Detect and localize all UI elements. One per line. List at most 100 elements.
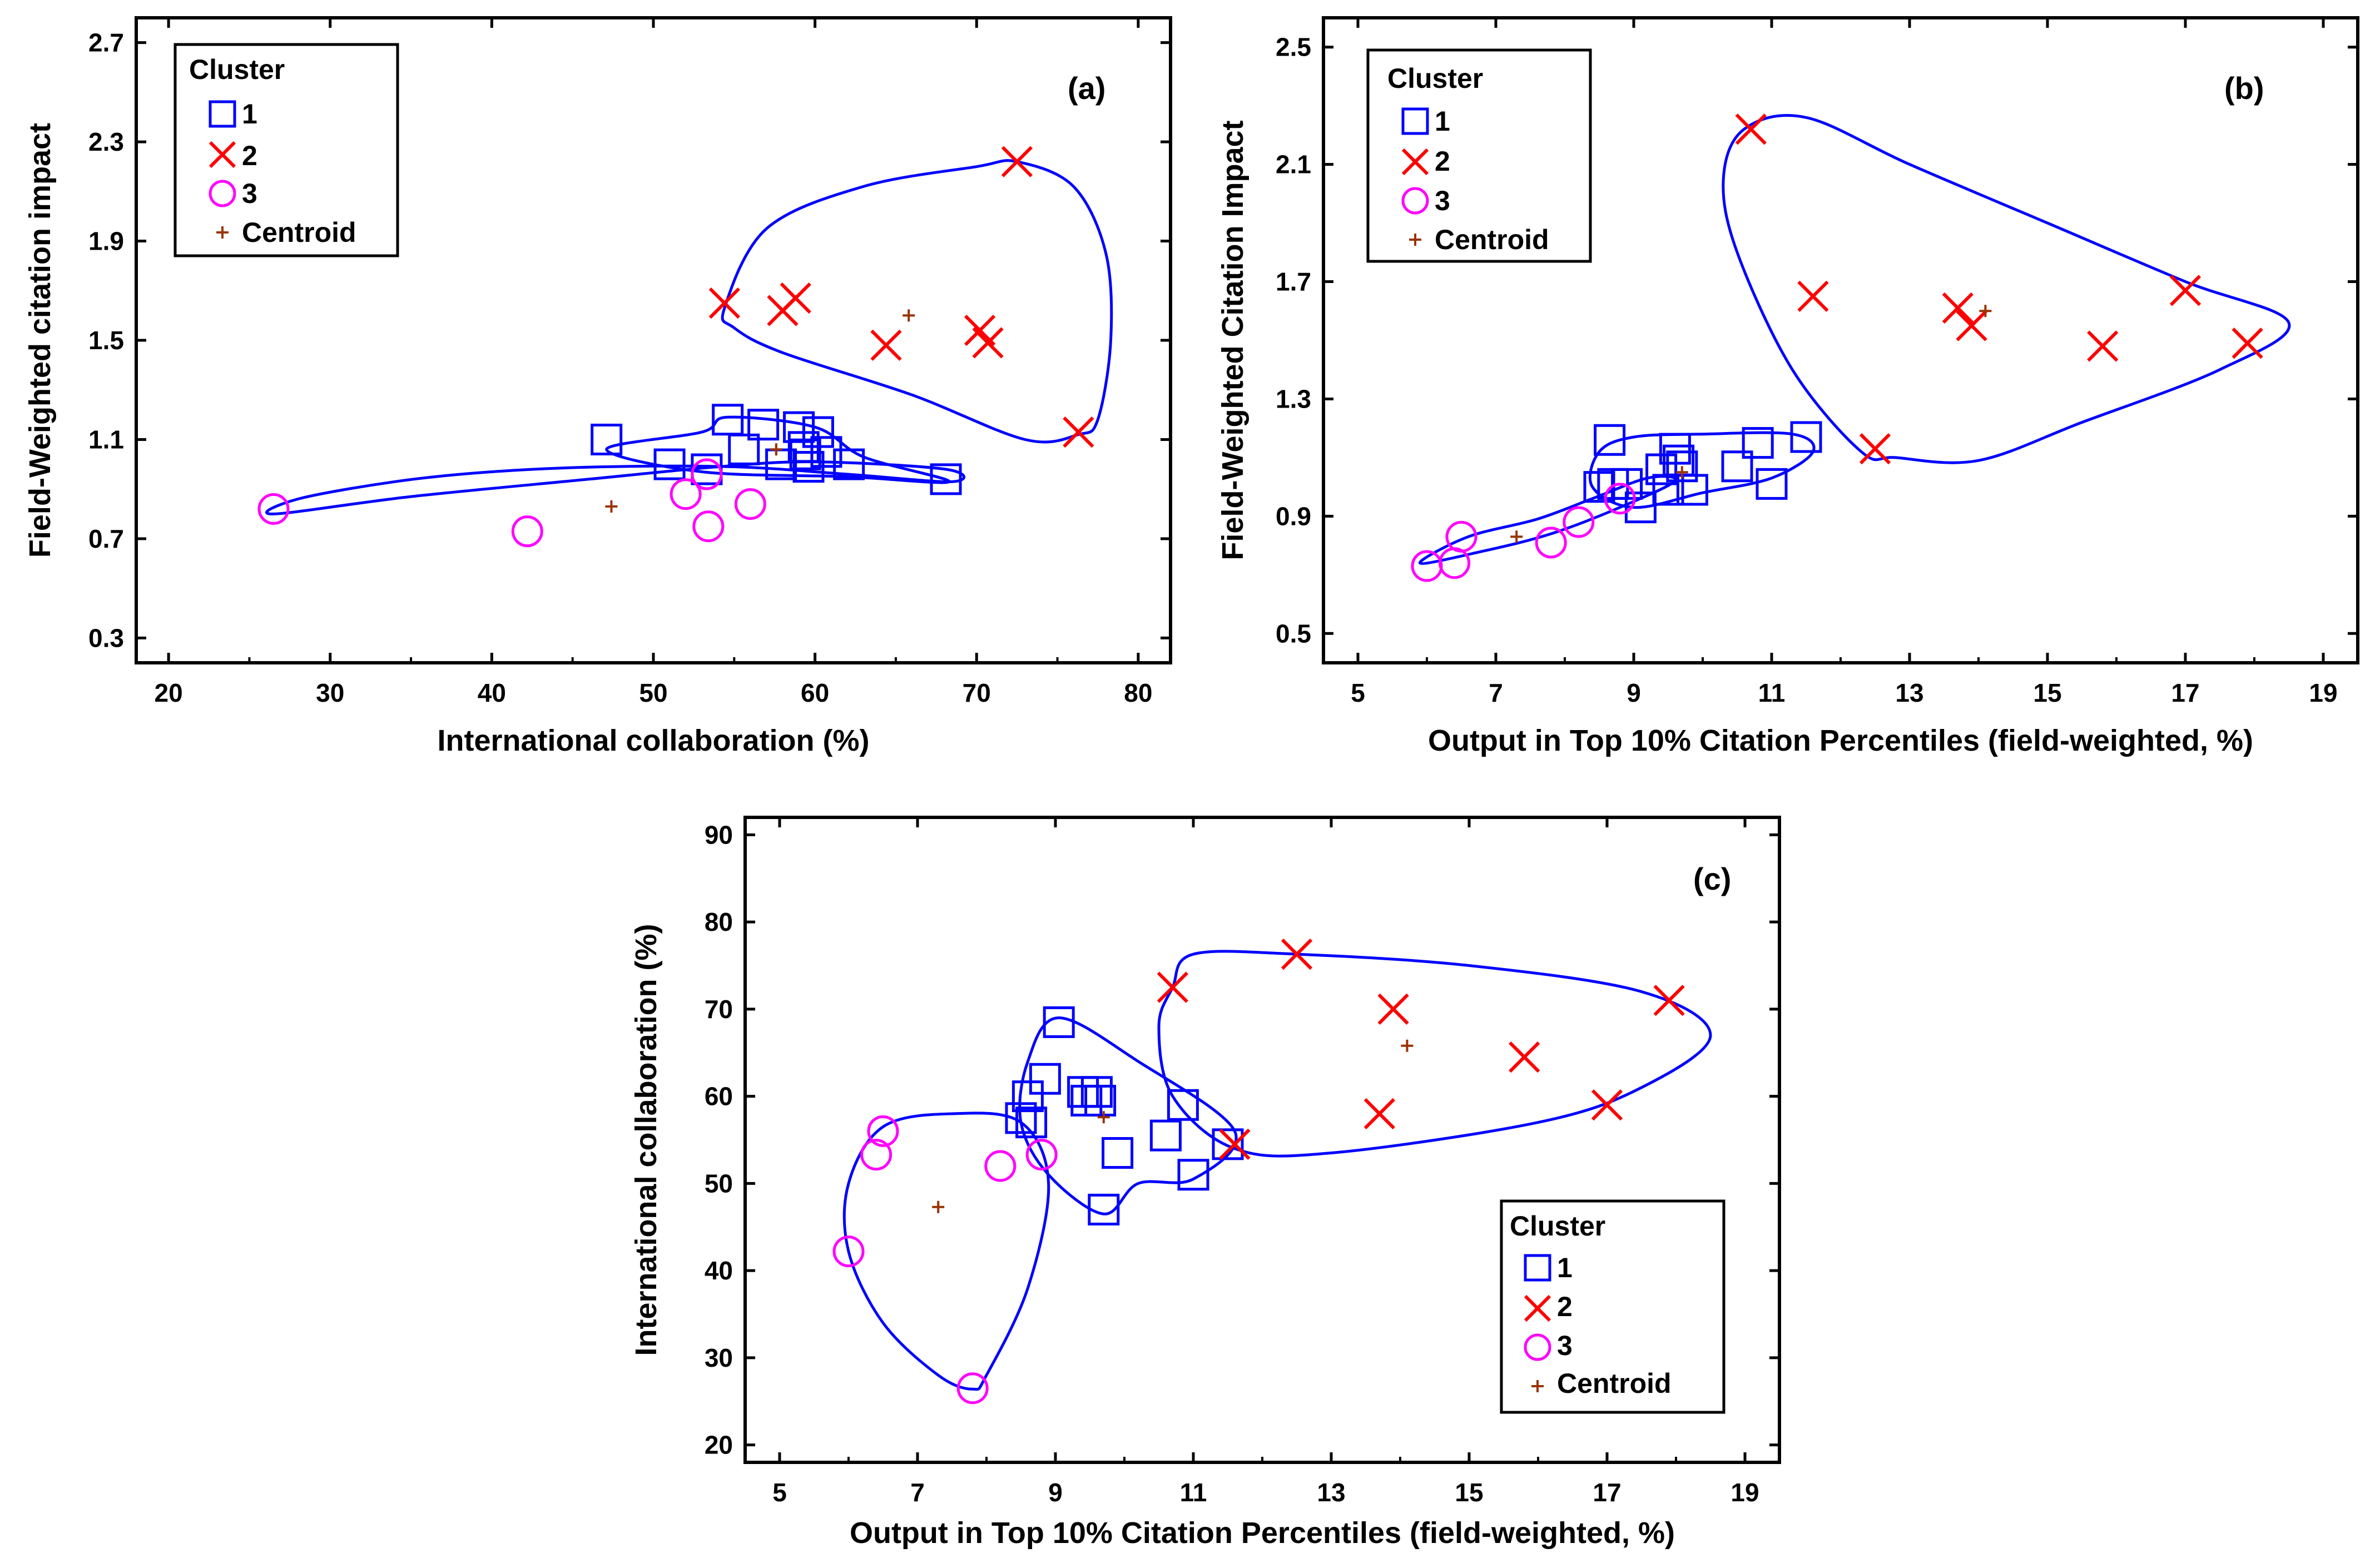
panel-a-x-axis-label: International collaboration (%) [437,724,869,757]
panel-c-series-2-point-2 [1281,938,1313,970]
panel-a-series-3-point-0 [257,493,290,525]
panel-b-series-1-point-12 [1742,427,1774,459]
panel-a-legend-swatch-centroid [216,226,229,239]
panel-a-series-3-point-1 [511,515,543,548]
panel-b-legend-swatch-2 [1401,148,1429,176]
panel-b-y-axis-label: Field-Weighted Citation Impact [1216,120,1250,560]
panel-b-legend-title: Cluster [1387,63,1483,94]
panel-c-series-3-point-0 [832,1235,865,1268]
panel-c-x-tick-label-7: 19 [1731,1478,1759,1507]
panel-b-series-centroid-point-1 [1675,466,1688,479]
panel-c-y-tick-label-1: 30 [705,1343,733,1372]
panel-c-series-3-point-4 [984,1150,1017,1182]
panel-b-y-tick-label-2: 1.3 [1276,384,1311,413]
panel-a-series-1-point-4 [728,433,760,465]
panel-c-series-1-point-14 [1212,1128,1244,1160]
panel-b-x-tick-label-4: 13 [1895,678,1923,707]
panel-c-marks [832,938,1685,1405]
panel-c: (c) Output in Top 10% Citation Percentil… [629,816,1781,1550]
panel-c-series-2-point-3 [1363,1098,1395,1130]
panel-a-series-centroid-point-0 [605,500,618,513]
panel-a-legend-title: Cluster [189,54,285,85]
panel-a-legend-entry-4: Centroid [242,217,356,248]
panel-c-series-2-point-6 [1591,1089,1623,1121]
panel-c-x-tick-label-3: 11 [1180,1478,1207,1507]
panel-b-hull-1 [1419,475,1678,565]
panel-a-y-tick-label-6: 2.7 [88,28,124,57]
panel-b-series-2-point-6 [2169,275,2202,306]
panel-b-series-2-point-3 [1942,292,1974,324]
panel-b-series-3-point-4 [1563,506,1595,538]
panel-a-legend: Cluster 1 2 3 Centroid [173,43,399,257]
panel-c-series-1-point-3 [1029,1063,1061,1095]
panel-c-y-tick-label-3: 50 [705,1169,733,1198]
panel-a-series-2-point-0 [708,287,741,319]
panel-a-series-1-point-13 [833,448,865,480]
panel-b-x-tick-label-7: 19 [2309,678,2337,707]
panel-c-series-3-point-2 [867,1115,899,1147]
panel-b-x-tick-label-6: 17 [2171,678,2199,707]
panel-b-y-tick-label-4: 2.1 [1276,150,1311,179]
panel-c-series-1-point-9 [1088,1193,1120,1225]
panel-a-marks [257,146,1094,548]
panel-c-x-axis-label: Output in Top 10% Citation Percentiles (… [850,1516,1675,1550]
panel-c-series-2-point-7 [1653,985,1685,1016]
panel-b-y-tick-label-3: 1.7 [1276,267,1311,296]
panel-c-x-tick-label-6: 17 [1593,1478,1621,1507]
panel-b-x-axis-label: Output in Top 10% Citation Percentiles (… [1428,724,2253,757]
panel-c-legend-swatch-centroid [1531,1380,1544,1392]
panel-c-series-centroid-point-0 [932,1200,945,1213]
panel-a-x-tick-label-5: 70 [963,678,991,707]
panel-b-series-2-point-1 [1797,280,1829,312]
panel-a-series-1-point-12 [810,436,842,468]
panel-a-series-centroid-point-2 [903,309,915,322]
panel-a-series-3-point-4 [692,510,725,543]
panel-c-series-centroid-point-2 [1401,1039,1414,1052]
panel-c-y-tick-label-2: 40 [705,1256,733,1285]
panel-b-legend-swatch-3 [1401,187,1429,215]
panel-b-legend-swatch-centroid [1409,234,1421,246]
panel-c-legend-swatch-2 [1524,1294,1551,1322]
panel-c-series-1-point-0 [1005,1102,1037,1134]
panel-b-series-3-point-2 [1445,520,1477,553]
panel-c-series-1-point-11 [1149,1119,1182,1152]
panel-a-legend-swatches [209,100,236,239]
panel-a-series-1-point-7 [783,411,815,443]
panel-b-legend-swatch-1 [1401,107,1429,135]
panel-a-tag: (a) [1068,71,1105,106]
panel-c-hull-1 [842,1112,1050,1391]
panel-a-series-1-point-0 [591,423,623,455]
panel-a-y-tick-label-3: 1.5 [88,326,124,355]
panel-b-series-1-point-7 [1659,433,1691,465]
panel-b-ticks: 5 7 9 11 13 15 17 190.50.91.31.72.12.5 [1276,18,2358,707]
panel-b-series-3-point-3 [1535,527,1567,559]
panel-c-x-tick-label-2: 9 [1048,1478,1063,1507]
panel-c-legend-swatch-1 [1524,1254,1551,1282]
panel-c-series-1-point-12 [1167,1089,1199,1121]
panel-c-series-1-point-13 [1177,1159,1209,1191]
panel-c-x-tick-label-4: 13 [1317,1478,1345,1507]
panel-b-x-tick-label-0: 5 [1351,678,1365,707]
panel-c-series-1-point-2 [1015,1106,1048,1139]
panel-a-series-1-point-11 [802,416,834,448]
panel-a-series-2-point-3 [870,329,902,361]
panel-b-series-3-point-1 [1439,547,1471,579]
panel-c-series-centroid-point-1 [1097,1111,1110,1124]
panel-a-x-tick-label-3: 50 [639,678,667,707]
panel-b-series-2-point-2 [1859,433,1891,465]
panel-c-y-tick-label-4: 60 [705,1082,733,1111]
panel-b-series-3-point-5 [1604,483,1636,515]
panel-a-series-1-point-3 [712,404,744,436]
panel-a-legend-swatch-2 [209,141,236,168]
panel-a-series-2-point-7 [1063,416,1094,448]
panel-a-x-tick-label-0: 20 [155,678,183,707]
panel-c-y-tick-label-6: 80 [705,907,733,936]
panel-c-series-2-point-0 [1157,971,1188,1003]
panel-b-series-centroid-point-0 [1510,530,1523,543]
panel-b-series-1-point-14 [1790,421,1822,453]
panel-a: (a) International collaboration (%) Fiel… [23,16,1172,757]
panel-a-series-1-point-1 [653,448,686,480]
panel-c-tag: (c) [1693,861,1731,896]
panel-c-y-tick-label-7: 90 [705,820,733,849]
panel-b-series-1-point-13 [1756,468,1788,500]
